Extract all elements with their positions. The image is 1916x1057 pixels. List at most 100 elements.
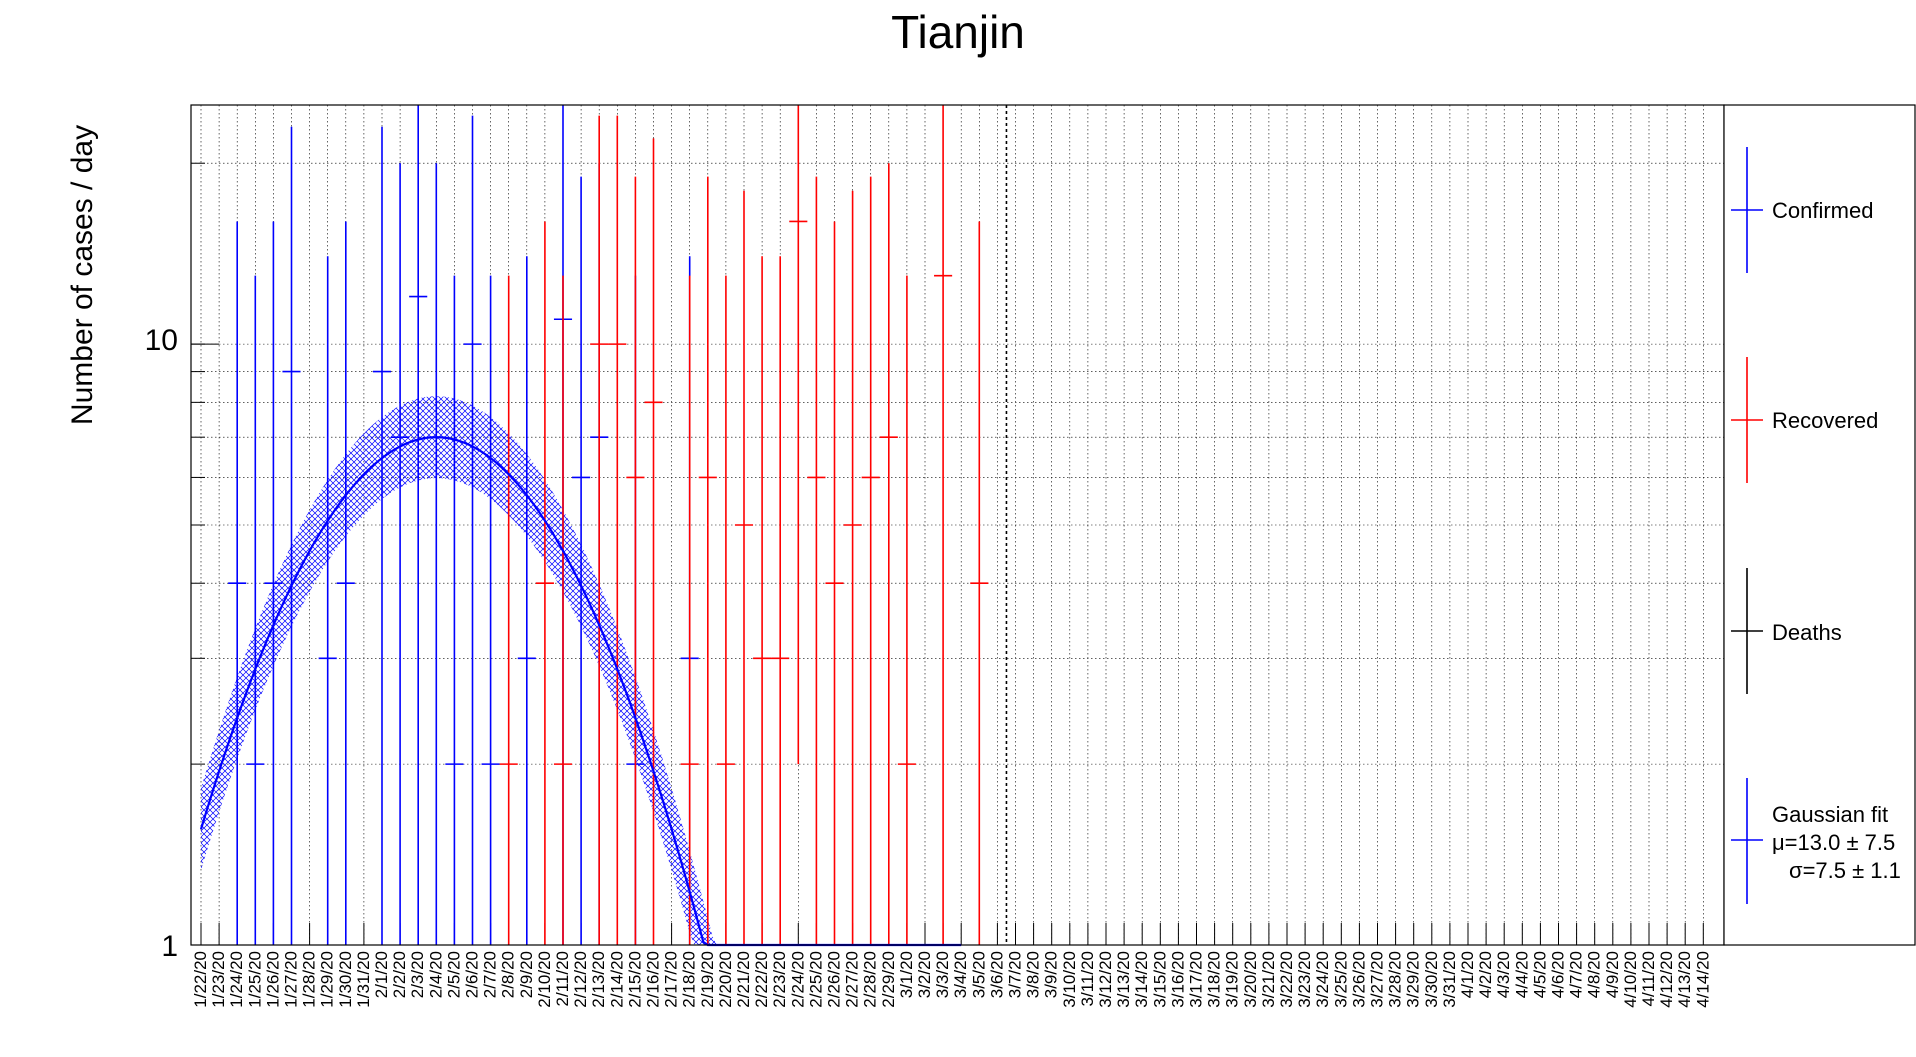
x-tick-label: 3/12/20 [1096,951,1115,1008]
x-tick-label: 3/14/20 [1132,951,1151,1008]
legend-label-fit-mu: μ=13.0 ± 7.5 [1772,830,1895,855]
x-tick-label: 3/8/20 [1024,951,1043,998]
x-tick-label: 1/23/20 [209,951,228,1008]
x-tick-label: 3/19/20 [1223,951,1242,1008]
y-tick-labels: 10 1 [145,324,178,963]
x-tick-label: 2/16/20 [644,951,663,1008]
y-axis-label: Number of cases / day [66,125,99,425]
x-tick-label: 3/22/20 [1277,951,1296,1008]
legend-entry-gaussian-fit: Gaussian fit μ=13.0 ± 7.5 σ=7.5 ± 1.1 [1731,778,1901,904]
x-tick-label: 1/27/20 [282,951,301,1008]
x-tick-label: 2/19/20 [698,951,717,1008]
x-tick-labels: 1/22/20 1/23/20 1/24/20 1/25/20 1/26/20 1/27/… [191,951,1712,1008]
x-tick-label: 2/3/20 [408,951,427,998]
x-tick-label: 4/8/20 [1585,951,1604,998]
x-tick-label: 3/17/20 [1187,951,1206,1008]
x-tick-label: 3/29/20 [1404,951,1423,1008]
x-tick-label: 4/3/20 [1494,951,1513,998]
x-tick-label: 4/10/20 [1621,951,1640,1008]
x-tick-label: 2/11/20 [553,951,572,1006]
x-tick-label: 4/12/20 [1657,951,1676,1008]
x-tick-label: 1/25/20 [245,951,264,1008]
grid [191,105,1724,945]
x-tick-label: 3/3/20 [933,951,952,998]
x-tick-label: 4/7/20 [1567,951,1586,998]
x-tick-label: 3/27/20 [1368,951,1387,1008]
chart-title: Tianjin [891,6,1025,58]
x-tick-label: 1/29/20 [318,951,337,1008]
legend-entry-deaths: Deaths [1731,568,1842,694]
x-tick-label: 2/15/20 [625,951,644,1008]
x-tick-label: 2/8/20 [499,951,518,998]
x-tick-label: 4/9/20 [1603,951,1622,998]
legend-label-gaussian-fit: Gaussian fit [1772,802,1888,827]
x-tick-label: 2/27/20 [843,951,862,1008]
x-tick-label: 3/4/20 [951,951,970,998]
x-tick-label: 2/6/20 [463,951,482,998]
x-tick-label: 3/24/20 [1313,951,1332,1008]
x-tick-label: 3/11/20 [1078,951,1097,1006]
legend-label-fit-sigma: σ=7.5 ± 1.1 [1789,858,1901,883]
x-tick-label: 3/20/20 [1241,951,1260,1008]
x-tick-label: 3/31/20 [1440,951,1459,1008]
plot-frame [190,104,1725,946]
x-tick-label: 3/25/20 [1331,951,1350,1008]
x-tick-label: 2/12/20 [571,951,590,1008]
x-tick-label: 2/23/20 [770,951,789,1008]
x-tick-label: 2/29/20 [879,951,898,1008]
x-tick-label: 4/2/20 [1476,951,1495,998]
x-tick-label: 3/5/20 [969,951,988,998]
x-tick-label: 2/2/20 [390,951,409,998]
x-tick-label: 4/1/20 [1458,951,1477,998]
x-tick-label: 2/28/20 [861,951,880,1008]
x-tick-label: 2/22/20 [752,951,771,1008]
legend-entry-recovered: Recovered [1731,357,1878,483]
x-tick-label: 3/10/20 [1060,951,1079,1008]
x-tick-label: 3/21/20 [1259,951,1278,1008]
x-tick-label: 1/26/20 [263,951,282,1008]
x-tick-label: 4/13/20 [1675,951,1694,1008]
x-tick-label: 4/11/20 [1639,951,1658,1006]
x-tick-label: 3/30/20 [1422,951,1441,1008]
x-tick-label: 3/23/20 [1295,951,1314,1008]
x-tick-label: 3/13/20 [1114,951,1133,1008]
x-tick-label: 3/9/20 [1042,951,1061,998]
x-tick-label: 2/20/20 [716,951,735,1008]
x-tick-label: 3/26/20 [1349,951,1368,1008]
x-tick-label: 4/4/20 [1512,951,1531,998]
x-tick-label: 2/26/20 [825,951,844,1008]
legend-label-confirmed: Confirmed [1772,198,1873,223]
x-tick-label: 1/28/20 [300,951,319,1008]
x-tick-label: 2/18/20 [680,951,699,1008]
x-tick-label: 2/24/20 [788,951,807,1008]
x-tick-label: 2/4/20 [426,951,445,998]
x-tick-label: 1/22/20 [191,951,210,1008]
x-tick-label: 3/15/20 [1150,951,1169,1008]
x-tick-label: 4/5/20 [1530,951,1549,998]
x-tick-label: 3/7/20 [1006,951,1025,998]
y-tick-label-10: 10 [145,324,178,357]
x-tick-label: 2/21/20 [734,951,753,1008]
x-tick-label: 3/28/20 [1386,951,1405,1008]
x-tick-label: 3/6/20 [987,951,1006,998]
legend-box [1723,104,1916,946]
y-tick-label-1: 1 [161,930,178,963]
x-tick-label: 2/1/20 [372,951,391,998]
x-tick-label: 2/7/20 [481,951,500,998]
x-tick-label: 1/30/20 [336,951,355,1008]
legend: Confirmed Recovered Deaths Gaussian fit … [1723,104,1916,946]
x-tick-label: 1/31/20 [354,951,373,1008]
x-tick-label: 3/18/20 [1205,951,1224,1008]
error-bars [228,105,989,945]
legend-label-deaths: Deaths [1772,620,1842,645]
x-tick-label: 2/14/20 [607,951,626,1008]
legend-entry-confirmed: Confirmed [1731,147,1873,273]
x-tick-label: 4/14/20 [1693,951,1712,1008]
x-tick-label: 2/9/20 [517,951,536,998]
x-tick-label: 2/17/20 [662,951,681,1008]
x-tick-label: 3/2/20 [915,951,934,998]
legend-label-recovered: Recovered [1772,408,1878,433]
x-tick-label: 4/6/20 [1549,951,1568,998]
x-tick-label: 2/13/20 [589,951,608,1008]
